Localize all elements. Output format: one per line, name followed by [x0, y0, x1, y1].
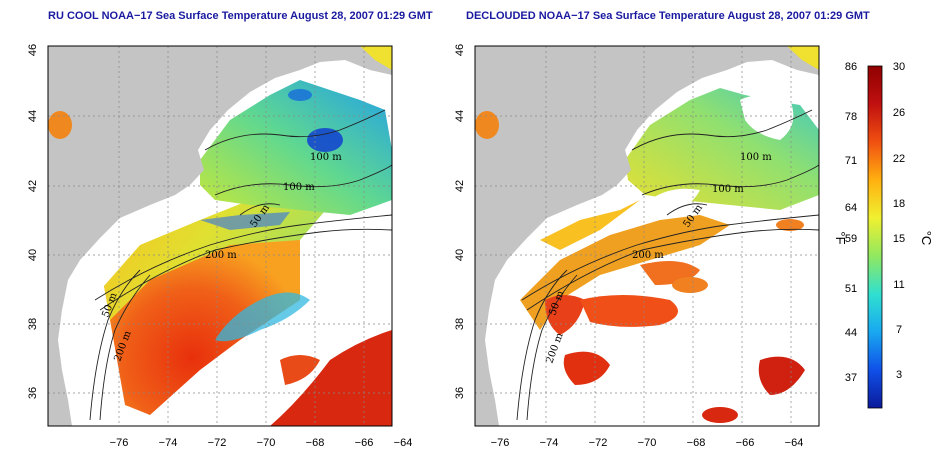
right-lat-tick: 42 — [454, 180, 466, 192]
right-lon-tick: −70 — [638, 437, 657, 449]
right-lon-tick: −68 — [687, 437, 706, 449]
right-map-title: DECLOUDED NOAA−17 Sea Surface Temperatur… — [466, 10, 870, 22]
right-bathymetry-contours — [516, 109, 819, 421]
left-shelf-water — [104, 195, 330, 320]
left-map-title: RU COOL NOAA−17 Sea Surface Temperature … — [48, 10, 433, 22]
right-lat-tick: 40 — [454, 249, 466, 261]
celsius-tick: 7 — [896, 324, 902, 336]
left-gulf-of-maine-water — [200, 80, 392, 215]
right-lon-tick: −74 — [540, 437, 559, 449]
left-contour-label-200m-a: 200 m — [205, 250, 237, 261]
right-lon-tick: −66 — [736, 437, 755, 449]
right-offshore-warm-patch — [563, 351, 610, 385]
fahrenheit-tick: 51 — [845, 283, 857, 295]
celsius-ticks: 30 26 22 18 15 11 7 3 — [893, 61, 905, 381]
right-graticule — [475, 46, 819, 426]
left-offshore-warm-patch — [270, 330, 392, 426]
right-lat-tick: 38 — [454, 318, 466, 330]
colorbar: 86 78 71 64 59 51 44 37 30 26 22 18 15 1… — [833, 61, 934, 409]
fahrenheit-unit-label: °F — [833, 231, 848, 244]
right-contour-label-100m-a: 100 m — [740, 152, 772, 163]
left-lat-axis: 36 38 40 42 44 46 — [27, 44, 39, 399]
celsius-tick: 26 — [893, 107, 905, 119]
left-cool-eddy — [215, 292, 310, 342]
fahrenheit-tick: 64 — [845, 202, 857, 214]
left-lat-tick: 40 — [27, 249, 39, 261]
right-lat-tick: 44 — [454, 110, 466, 122]
left-lon-tick: −76 — [110, 437, 129, 449]
right-lat-axis: 36 38 40 42 44 46 — [454, 44, 466, 399]
fahrenheit-ticks: 86 78 71 64 59 51 44 37 — [845, 61, 857, 384]
left-lon-axis: −76 −74 −72 −70 −68 −66 −64 — [110, 437, 413, 449]
celsius-unit-label: °C — [919, 231, 934, 246]
left-cold-spot — [307, 128, 343, 152]
right-lon-tick: −64 — [785, 437, 804, 449]
left-lat-tick: 38 — [27, 318, 39, 330]
right-shelf-water — [520, 215, 730, 330]
fahrenheit-tick: 71 — [845, 155, 857, 167]
left-lon-tick: −68 — [306, 437, 325, 449]
fahrenheit-tick: 37 — [845, 372, 857, 384]
right-lat-tick: 36 — [454, 387, 466, 399]
left-lon-tick: −66 — [355, 437, 374, 449]
left-bathymetry-contours — [89, 109, 392, 421]
left-lon-tick: −64 — [394, 437, 413, 449]
left-lat-tick: 46 — [27, 44, 39, 56]
right-contour-label-100m-b: 100 m — [712, 184, 744, 195]
right-contour-label-200m-a: 200 m — [632, 250, 664, 261]
fahrenheit-tick: 59 — [845, 233, 857, 245]
left-lat-tick: 42 — [27, 180, 39, 192]
fahrenheit-tick: 86 — [845, 61, 857, 73]
left-lat-tick: 44 — [27, 110, 39, 122]
celsius-tick: 3 — [896, 369, 902, 381]
left-lon-tick: −70 — [257, 437, 276, 449]
colorbar-gradient — [867, 65, 883, 409]
fahrenheit-tick: 78 — [845, 111, 857, 123]
celsius-tick: 22 — [893, 153, 905, 165]
right-lon-tick: −76 — [491, 437, 510, 449]
right-land-mass — [475, 46, 819, 426]
left-map-panel: 100 m 100 m 50 m 200 m 50 m 200 m −76 −7… — [27, 44, 412, 449]
fahrenheit-tick: 44 — [845, 327, 857, 339]
right-lon-axis: −76 −74 −72 −70 −68 −66 −64 — [491, 437, 804, 449]
left-lon-tick: −74 — [159, 437, 178, 449]
left-lon-tick: −72 — [208, 437, 227, 449]
left-contour-label-100m-b: 100 m — [283, 182, 315, 193]
celsius-tick: 11 — [893, 279, 904, 291]
left-lat-tick: 36 — [27, 387, 39, 399]
celsius-tick: 30 — [893, 61, 905, 73]
right-lat-tick: 46 — [454, 44, 466, 56]
right-lon-tick: −72 — [589, 437, 608, 449]
left-land-mass — [48, 46, 392, 426]
celsius-tick: 15 — [893, 233, 905, 245]
celsius-tick: 18 — [893, 198, 905, 210]
left-contour-label-100m-a: 100 m — [310, 152, 342, 163]
right-map-panel: 100 m 100 m 50 m 200 m 50 m 200 m −76 −7… — [454, 44, 820, 449]
